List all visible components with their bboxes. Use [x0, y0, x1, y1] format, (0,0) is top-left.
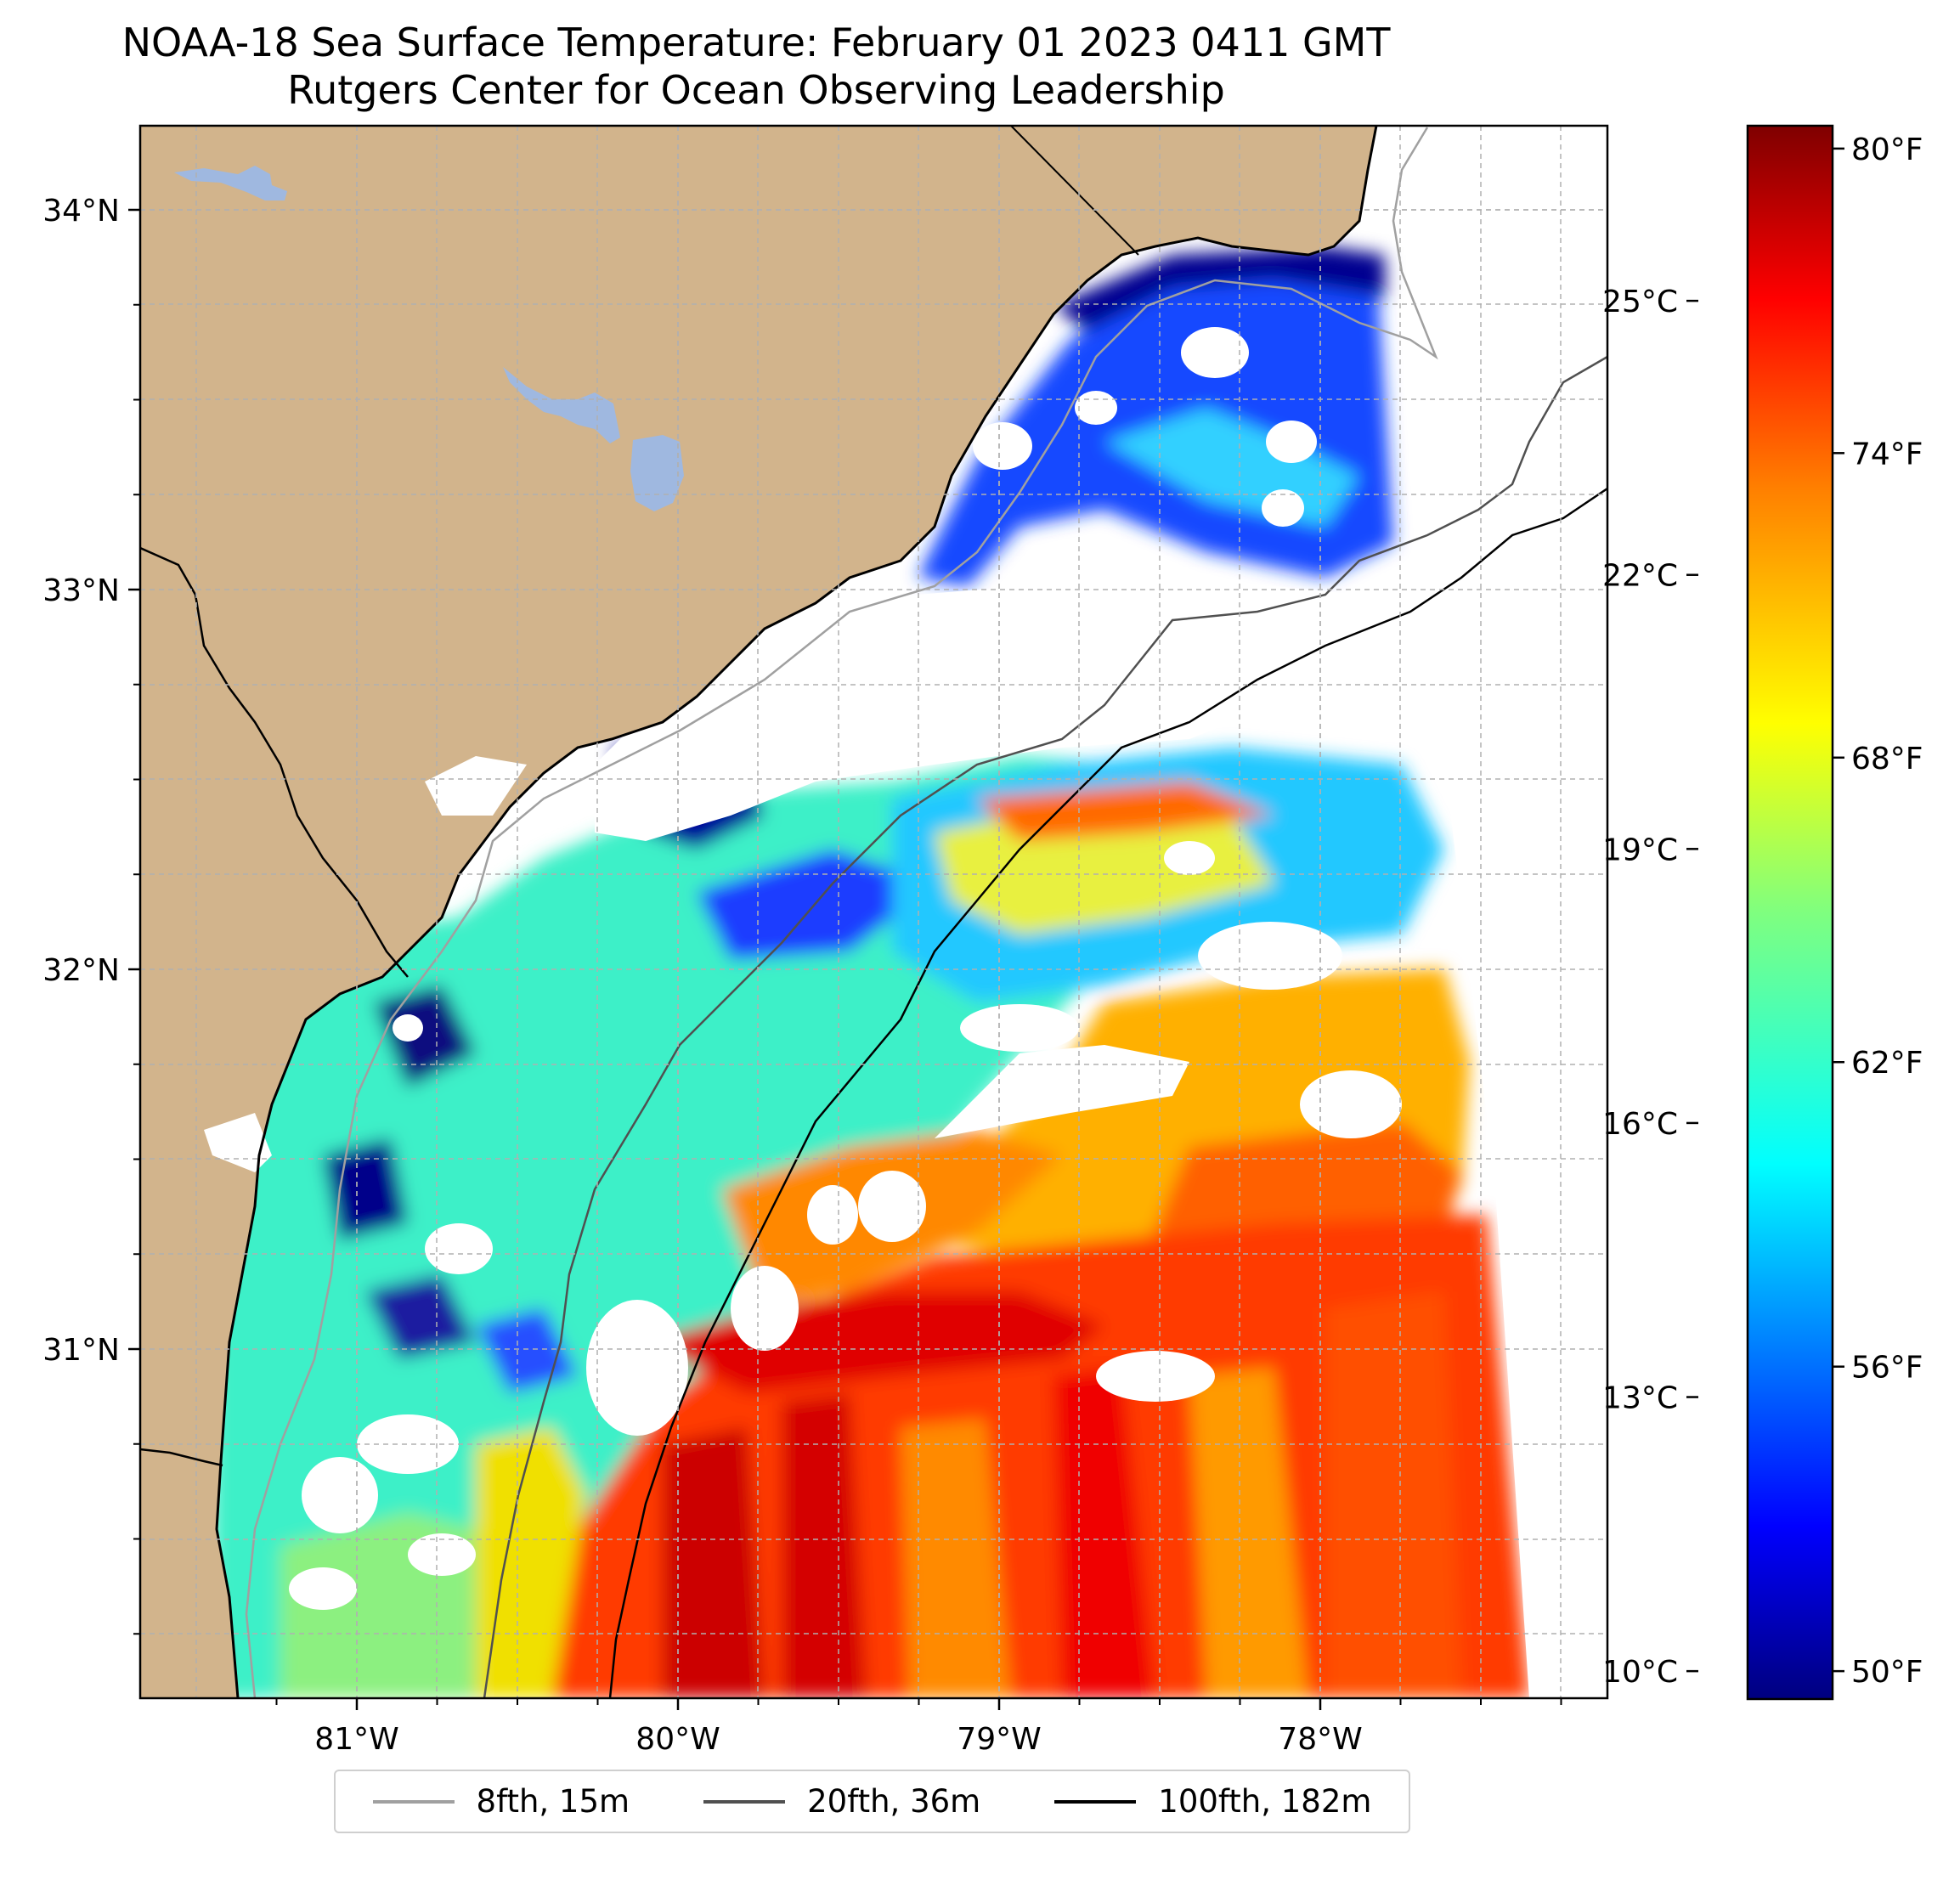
colorbar-c-label: 10°C	[1602, 1655, 1678, 1690]
legend-item-20fth: 20fth, 36m	[703, 1783, 980, 1820]
colorbar-f-label: 68°F	[1851, 742, 1923, 776]
colorbar-f-label: 50°F	[1851, 1655, 1923, 1690]
x-tick-label: 79°W	[957, 1722, 1041, 1757]
colorbar-c-label: 13°C	[1602, 1381, 1678, 1416]
isobath-legend: 8fth, 15m 20fth, 36m 100fth, 182m	[334, 1770, 1410, 1833]
lake-northwest	[174, 166, 287, 200]
x-tick-label: 81°W	[314, 1722, 398, 1757]
colorbar	[1746, 124, 1834, 1701]
cloud-mask	[289, 126, 1607, 1698]
state-border	[140, 1448, 223, 1467]
isobath-20fth	[483, 355, 1607, 1698]
y-tick-label: 32°N	[42, 953, 120, 988]
colorbar-c-label: 16°C	[1602, 1107, 1678, 1142]
colorbar-f-label: 56°F	[1851, 1351, 1923, 1386]
chart-title: NOAA-18 Sea Surface Temperature: Februar…	[121, 20, 1391, 65]
colorbar-f-label: 62°F	[1851, 1046, 1923, 1081]
y-tick-label: 33°N	[42, 573, 120, 608]
colorbar-c-label: 25°C	[1602, 285, 1678, 319]
y-tick-label: 34°N	[42, 194, 120, 229]
x-tick-label: 80°W	[635, 1722, 720, 1757]
state-border	[140, 546, 409, 978]
isobath-8fth	[245, 127, 1438, 1698]
y-tick-label: 31°N	[42, 1333, 120, 1368]
coastline	[215, 126, 1378, 1698]
colorbar-c-label: 19°C	[1602, 833, 1678, 867]
colorbar-f-label: 74°F	[1851, 437, 1923, 471]
axes: 81°W 80°W 79°W 78°W 34°N 33°N 32°N 31°N	[42, 194, 1562, 1757]
chart-subtitle: Rutgers Center for Ocean Observing Leade…	[287, 67, 1225, 113]
sound-water	[204, 1113, 272, 1172]
lake-marion	[503, 367, 620, 443]
land	[140, 126, 1376, 1698]
legend-item-100fth: 100fth, 182m	[1054, 1783, 1371, 1820]
major-gridlines	[140, 126, 1607, 1698]
colorbar-c-label: 22°C	[1602, 559, 1678, 594]
legend-swatch	[1054, 1799, 1137, 1804]
colorbar-ticks: 50°F 56°F 62°F 68°F 74°F 80°F 10°C 13°C 16°C 19°C…	[1602, 133, 1923, 1690]
map-frame	[138, 124, 1609, 1700]
legend-swatch	[703, 1799, 786, 1804]
legend-item-8fth: 8fth, 15m	[372, 1783, 630, 1820]
legend-label: 100fth, 182m	[1158, 1783, 1372, 1820]
isobath-100fth	[608, 487, 1607, 1698]
x-tick-label: 78°W	[1278, 1722, 1362, 1757]
legend-label: 8fth, 15m	[476, 1783, 630, 1820]
state-border	[1010, 126, 1139, 256]
legend-label: 20fth, 36m	[807, 1783, 981, 1820]
sound-water	[646, 714, 697, 765]
colorbar-f-label: 80°F	[1851, 133, 1923, 167]
legend-swatch	[372, 1799, 455, 1804]
sound-water	[425, 756, 527, 816]
lake-moultrie	[630, 435, 684, 511]
